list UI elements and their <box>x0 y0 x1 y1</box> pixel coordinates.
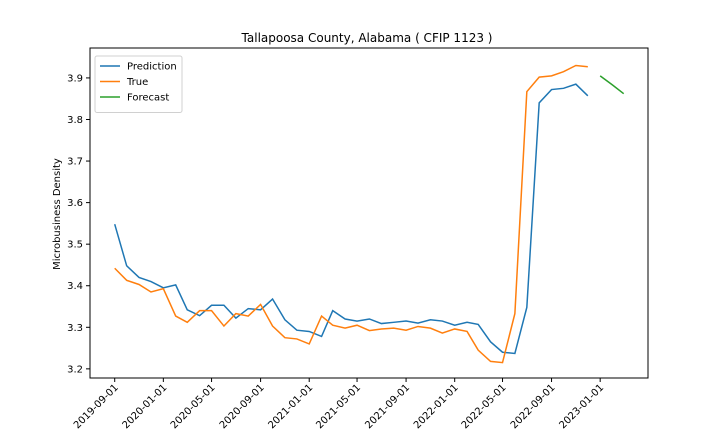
legend-label: Forecast <box>127 93 169 104</box>
y-tick-label: 3.7 <box>67 157 83 168</box>
legend-box <box>94 55 183 113</box>
series-line <box>114 64 588 364</box>
chart-title: Tallapoosa County, Alabama ( CFIP 1123 ) <box>241 31 493 45</box>
series-line <box>599 75 625 95</box>
y-tick-label: 3.5 <box>67 240 83 251</box>
series-line <box>113 83 589 355</box>
legend-label: Prediction <box>127 62 177 73</box>
y-tick-label: 3.3 <box>67 323 83 334</box>
y-tick-label: 3.4 <box>67 281 83 292</box>
y-tick-label: 3.8 <box>67 115 83 126</box>
plot-frame <box>89 47 649 379</box>
legend-label: True <box>126 77 148 88</box>
y-axis-label: Microbusiness Density <box>52 158 63 270</box>
y-tick-label: 3.2 <box>67 364 83 375</box>
y-tick-label: 3.6 <box>67 198 83 209</box>
y-tick-label: 3.9 <box>67 73 83 84</box>
